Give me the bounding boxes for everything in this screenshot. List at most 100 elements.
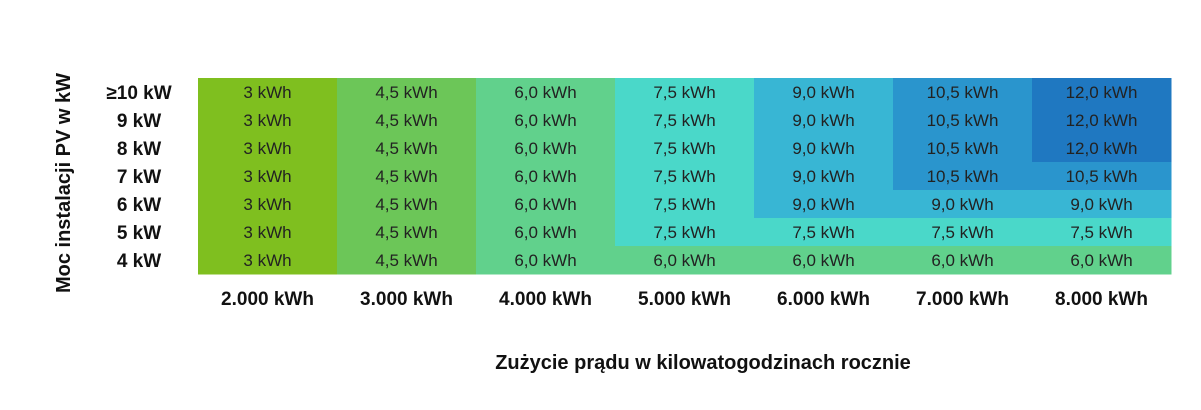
- heatmap-cell-label: 6,0 kWh: [1070, 251, 1132, 270]
- y-axis-tick-label: ≥10 kW: [106, 83, 171, 104]
- heatmap-cell: [893, 246, 1033, 275]
- heatmap-cell-label: 4,5 kWh: [375, 223, 437, 242]
- heatmap-cell-label: 4,5 kWh: [375, 83, 437, 102]
- heatmap-cell: [476, 218, 616, 247]
- x-axis-tick-label: 8.000 kWh: [1055, 289, 1148, 310]
- heatmap-cell-label: 3 kWh: [243, 111, 291, 130]
- heatmap-cell: [615, 218, 755, 247]
- heatmap-cell: [476, 106, 616, 135]
- heatmap-cell-label: 10,5 kWh: [927, 139, 999, 158]
- heatmap-cell: [754, 162, 894, 191]
- x-axis-tick-label: 5.000 kWh: [638, 289, 731, 310]
- heatmap-cell-label: 7,5 kWh: [653, 195, 715, 214]
- heatmap-cell-label: 4,5 kWh: [375, 195, 437, 214]
- heatmap-cell-label: 7,5 kWh: [931, 223, 993, 242]
- heatmap-cell: [754, 190, 894, 219]
- heatmap-cell-label: 3 kWh: [243, 139, 291, 158]
- heatmap-cell-label: 7,5 kWh: [653, 111, 715, 130]
- heatmap-cell-label: 6,0 kWh: [514, 167, 576, 186]
- heatmap-cell-label: 7,5 kWh: [653, 139, 715, 158]
- heatmap-cell-label: 3 kWh: [243, 223, 291, 242]
- x-axis-tick-label: 6.000 kWh: [777, 289, 870, 310]
- heatmap-cell: [754, 218, 894, 247]
- heatmap-cell-label: 9,0 kWh: [792, 111, 854, 130]
- heatmap-cell: [893, 190, 1033, 219]
- y-axis-tick-label: 8 kW: [117, 139, 161, 160]
- heatmap-cell-label: 9,0 kWh: [1070, 195, 1132, 214]
- x-axis-tick-labels: 2.000 kWh 3.000 kWh 4.000 kWh 5.000 kWh 6.00…: [221, 289, 1148, 310]
- heatmap-cell-label: 4,5 kWh: [375, 167, 437, 186]
- heatmap-cell: [754, 106, 894, 135]
- heatmap-cell-label: 4,5 kWh: [375, 139, 437, 158]
- heatmap-cell-label: 12,0 kWh: [1066, 139, 1138, 158]
- heatmap-cell: [337, 218, 477, 247]
- heatmap-cell: [476, 162, 616, 191]
- heatmap-cells: [198, 78, 1172, 275]
- heatmap-cell-label: 3 kWh: [243, 83, 291, 102]
- heatmap-cell-label: 6,0 kWh: [514, 195, 576, 214]
- heatmap-cell: [337, 190, 477, 219]
- heatmap-cell: [1032, 246, 1172, 275]
- heatmap-cell: [893, 78, 1033, 107]
- heatmap-cell: [198, 218, 338, 247]
- heatmap-cell: [893, 106, 1033, 135]
- heatmap-cell: [615, 78, 755, 107]
- heatmap-cell-label: 7,5 kWh: [653, 223, 715, 242]
- heatmap-cell: [476, 246, 616, 275]
- heatmap-cell-label: 4,5 kWh: [375, 251, 437, 270]
- heatmap-cell-label: 9,0 kWh: [792, 167, 854, 186]
- heatmap-cell: [615, 106, 755, 135]
- heatmap-cell-label: 6,0 kWh: [514, 223, 576, 242]
- heatmap-cell: [198, 190, 338, 219]
- heatmap-cell: [198, 134, 338, 163]
- heatmap-cell: [198, 162, 338, 191]
- heatmap-cell: [754, 78, 894, 107]
- heatmap-cell-label: 12,0 kWh: [1066, 111, 1138, 130]
- y-axis-tick-label: 5 kW: [117, 223, 161, 244]
- y-axis-tick-labels: ≥10 kW 9 kW 8 kW 7 kW 6 kW 5 kW 4 kW: [106, 83, 171, 272]
- x-axis-tick-label: 4.000 kWh: [499, 289, 592, 310]
- x-axis-title: Zużycie prądu w kilowatogodzinach roczni…: [495, 352, 911, 374]
- heatmap-cell: [1032, 218, 1172, 247]
- heatmap-cell-label: 3 kWh: [243, 251, 291, 270]
- heatmap-cell-label: 6,0 kWh: [792, 251, 854, 270]
- heatmap-cell: [893, 134, 1033, 163]
- heatmap-cell: [754, 134, 894, 163]
- x-axis-tick-label: 3.000 kWh: [360, 289, 453, 310]
- heatmap-cell-label: 9,0 kWh: [792, 139, 854, 158]
- heatmap-cell-label: 10,5 kWh: [927, 83, 999, 102]
- y-axis-title: Moc instalacji PV w kW: [53, 73, 75, 293]
- heatmap-cell: [337, 134, 477, 163]
- heatmap-cell: [476, 190, 616, 219]
- heatmap-cell-label: 7,5 kWh: [653, 83, 715, 102]
- heatmap-cell: [1032, 106, 1172, 135]
- heatmap-cell-label: 10,5 kWh: [1066, 167, 1138, 186]
- heatmap-cell-label: 10,5 kWh: [927, 167, 999, 186]
- y-axis-tick-label: 7 kW: [117, 167, 161, 188]
- heatmap-cell: [1032, 190, 1172, 219]
- heatmap-cell-label: 6,0 kWh: [514, 111, 576, 130]
- heatmap-cell: [476, 78, 616, 107]
- heatmap-cell-label: 7,5 kWh: [653, 167, 715, 186]
- heatmap-cell-label: 6,0 kWh: [514, 83, 576, 102]
- heatmap-cell: [198, 246, 338, 275]
- heatmap-cell-label: 9,0 kWh: [931, 195, 993, 214]
- y-axis-tick-label: 6 kW: [117, 195, 161, 216]
- heatmap-cell: [615, 246, 755, 275]
- heatmap-cell-label: 6,0 kWh: [514, 139, 576, 158]
- x-axis-tick-label: 2.000 kWh: [221, 289, 314, 310]
- heatmap-cell: [476, 134, 616, 163]
- heatmap-cell: [1032, 78, 1172, 107]
- heatmap-cell-label: 4,5 kWh: [375, 111, 437, 130]
- heatmap-cell: [1032, 162, 1172, 191]
- heatmap-cell-label: 6,0 kWh: [653, 251, 715, 270]
- heatmap-cell: [337, 162, 477, 191]
- heatmap-cell: [198, 78, 338, 107]
- heatmap-cell: [615, 134, 755, 163]
- heatmap-cell-label: 6,0 kWh: [514, 251, 576, 270]
- x-axis-tick-label: 7.000 kWh: [916, 289, 1009, 310]
- heatmap-cell-labels: 3 kWh 4,5 kWh 6,0 kWh 7,5 kWh 9,0 kWh 10,5 kW…: [243, 83, 1137, 270]
- heatmap-cell: [754, 246, 894, 275]
- heatmap-cell: [615, 190, 755, 219]
- heatmap-cell: [893, 218, 1033, 247]
